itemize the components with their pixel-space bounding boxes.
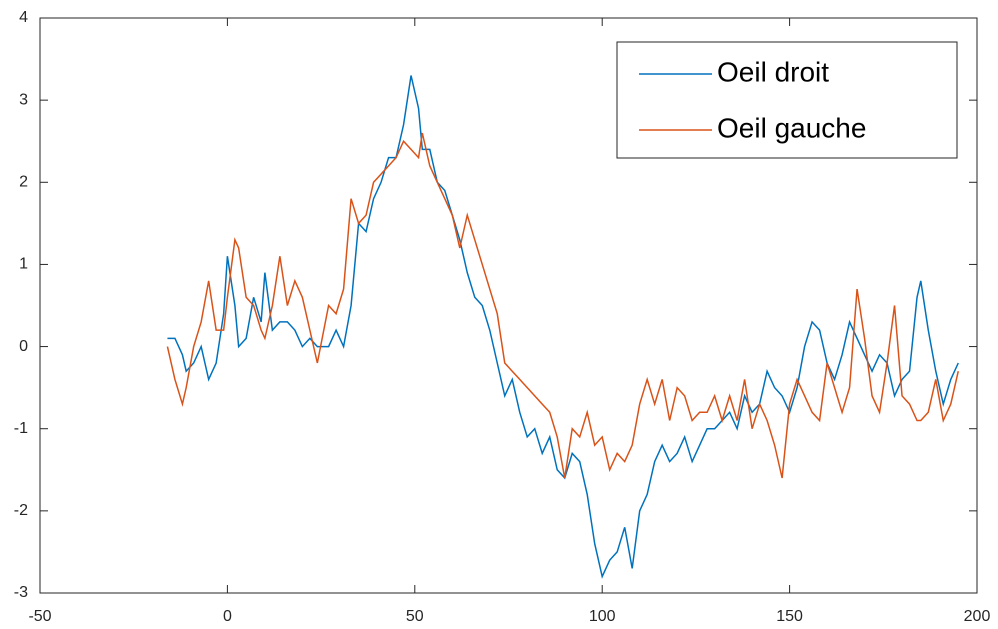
y-tick-label: 0 [19, 338, 28, 355]
x-tick-label: 200 [964, 608, 991, 625]
series-line [166, 132, 959, 479]
x-tick-label: 150 [776, 608, 803, 625]
y-tick-label: -1 [14, 420, 28, 437]
x-tick-label: 0 [223, 608, 232, 625]
x-tick-label: 50 [406, 608, 424, 625]
y-tick-label: 3 [19, 91, 28, 108]
y-tick-label: -3 [14, 584, 28, 601]
y-tick-label: -2 [14, 502, 28, 519]
y-tick-label: 2 [19, 174, 28, 191]
plot-area [39, 17, 978, 594]
y-tick-label: 1 [19, 256, 28, 273]
x-tick-label: 100 [589, 608, 616, 625]
legend-label: Oeil gauche [717, 112, 866, 143]
legend-box [616, 41, 958, 159]
y-tick-label: 4 [19, 9, 28, 26]
x-tick-label: -50 [28, 608, 51, 625]
legend-label: Oeil droit [717, 56, 829, 87]
